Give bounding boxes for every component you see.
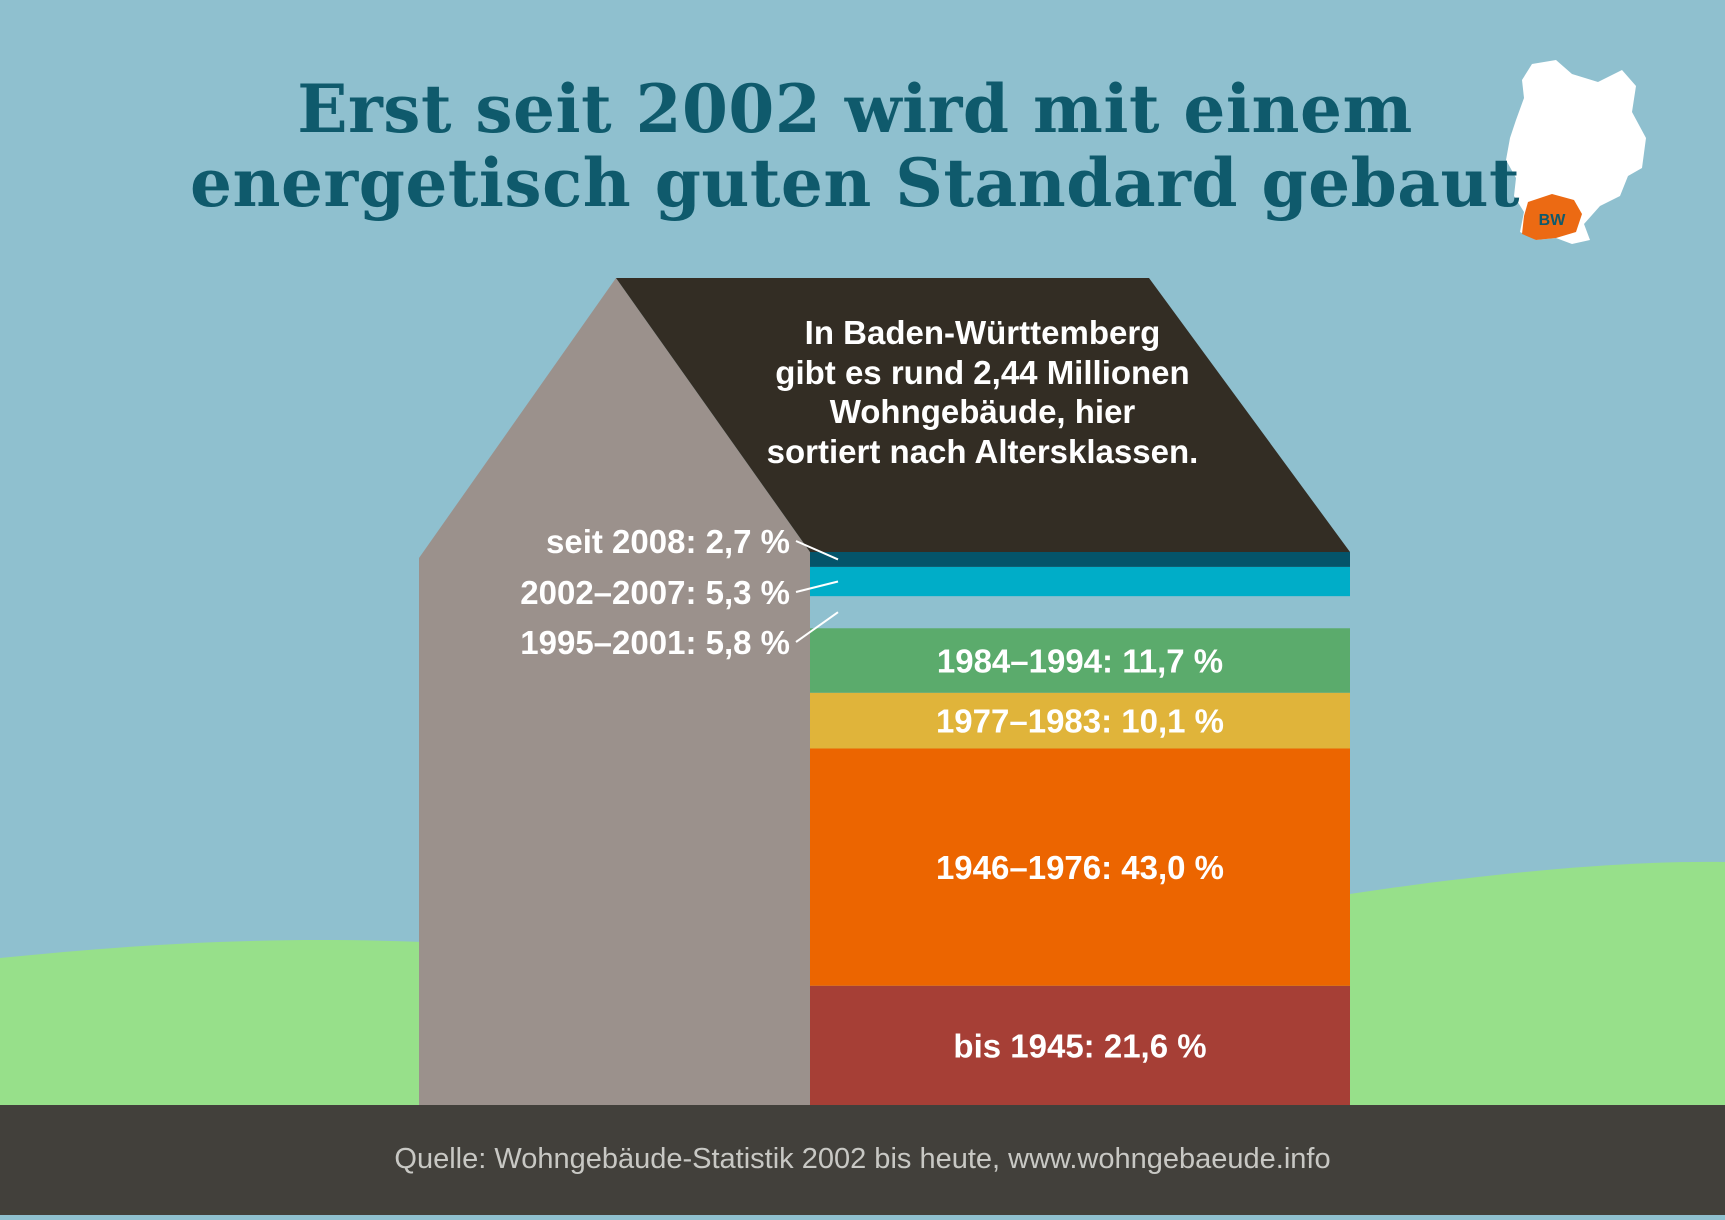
segment-seit-2008 bbox=[810, 552, 1350, 567]
intro-line-1: In Baden-Württemberg bbox=[804, 314, 1161, 351]
leader-line-seit-2008 bbox=[795, 540, 839, 561]
house-roof bbox=[616, 278, 1350, 552]
leader-line-2002-2007 bbox=[795, 580, 839, 593]
segment-1995-2001 bbox=[810, 596, 1350, 629]
segment-1946-1976 bbox=[810, 748, 1350, 986]
chart-segments bbox=[810, 552, 1350, 1105]
leader-line-1995-2001 bbox=[795, 611, 839, 643]
roof-intro-text: In Baden-Württemberg gibt es rund 2,44 M… bbox=[720, 313, 1245, 471]
segment-label-1977-1983: 1977–1983: 10,1 % bbox=[936, 703, 1224, 740]
title-line-1: Erst seit 2002 wird mit einem bbox=[297, 70, 1413, 148]
footer-bar bbox=[0, 1105, 1725, 1215]
baden-wuerttemberg-region bbox=[1522, 194, 1582, 240]
grass-hill-right bbox=[1240, 861, 1725, 1105]
segment-2002-2007 bbox=[810, 566, 1350, 597]
chart-labels: bis 1945: 21,6 % 1946–1976: 43,0 % 1977–19… bbox=[520, 523, 1224, 1064]
segment-label-2002-2007: 2002–2007: 5,3 % bbox=[520, 574, 790, 611]
intro-line-2: gibt es rund 2,44 Millionen bbox=[775, 353, 1190, 391]
segment-label-bis-1945: bis 1945: 21,6 % bbox=[953, 1027, 1206, 1064]
segment-label-seit-2008: seit 2008: 2,7 % bbox=[546, 523, 790, 560]
segment-label-1995-2001: 1995–2001: 5,8 % bbox=[520, 624, 790, 661]
page-title: Erst seit 2002 wird mit einem energetisc… bbox=[150, 72, 1560, 220]
house-wall bbox=[419, 278, 810, 1105]
germany-map: BW bbox=[1506, 60, 1646, 244]
segment-label-1946-1976: 1946–1976: 43,0 % bbox=[936, 849, 1224, 886]
intro-line-4: sortiert nach Altersklassen. bbox=[766, 432, 1199, 470]
segment-1977-1983 bbox=[810, 692, 1350, 749]
intro-line-3: Wohngebäude, hier bbox=[829, 393, 1136, 430]
segment-1984-1994 bbox=[810, 628, 1350, 693]
segment-label-1984-1994: 1984–1994: 11,7 % bbox=[937, 642, 1223, 679]
segment-bis-1945 bbox=[810, 985, 1350, 1105]
bw-badge: BW bbox=[1539, 212, 1567, 229]
source-note: Quelle: Wohngebäude-Statistik 2002 bis h… bbox=[394, 1143, 1331, 1175]
title-line-2: energetisch guten Standard gebaut bbox=[189, 144, 1521, 222]
